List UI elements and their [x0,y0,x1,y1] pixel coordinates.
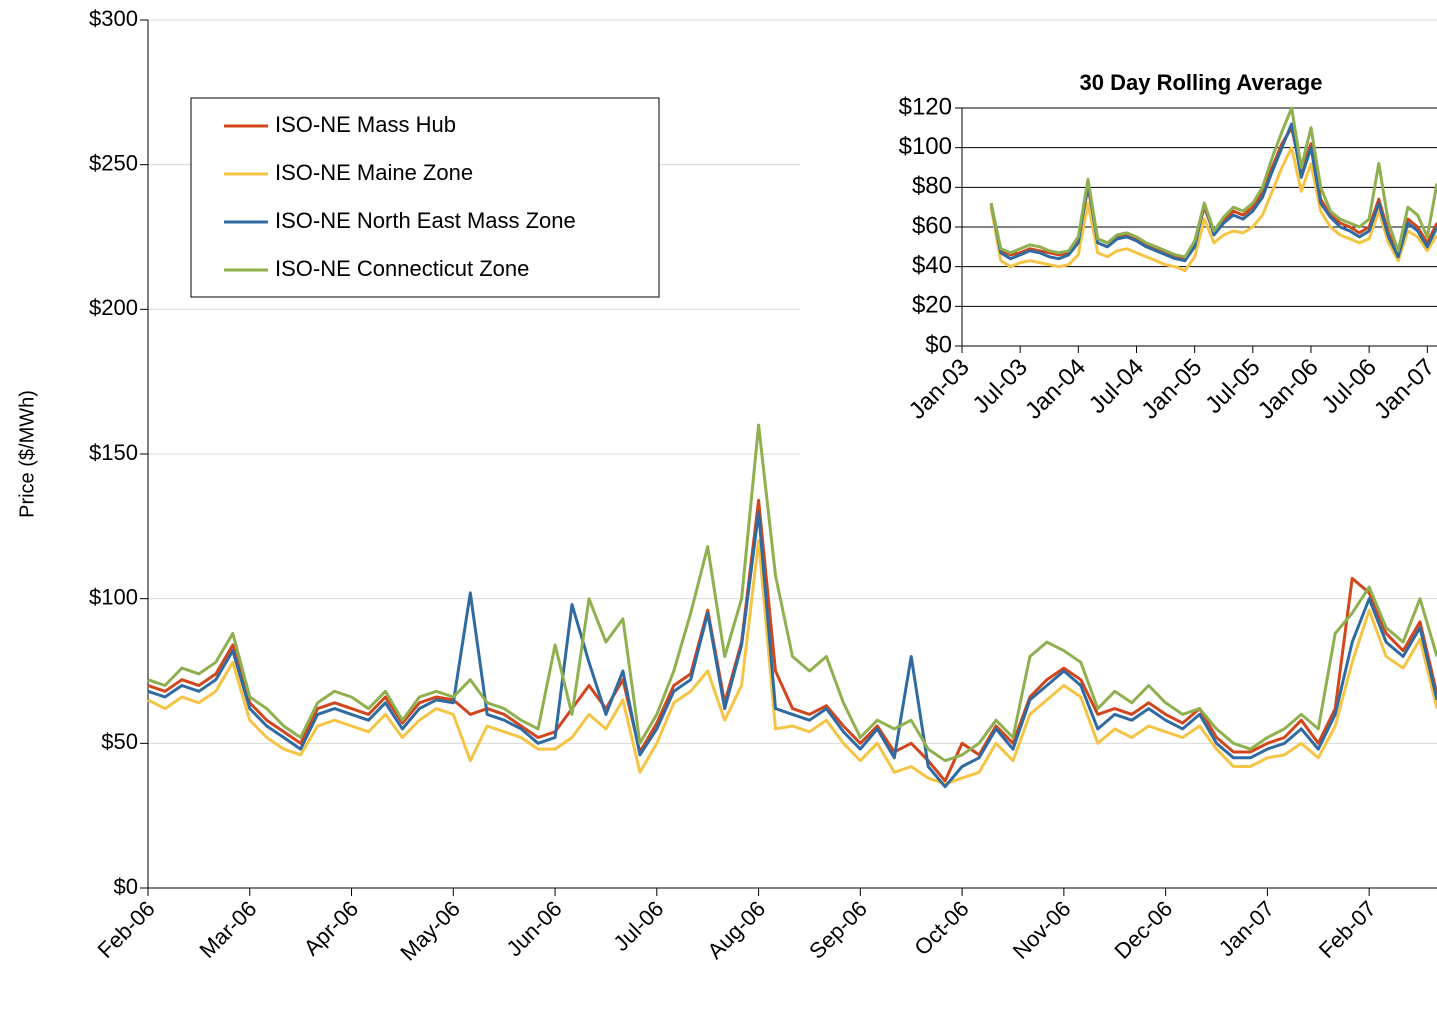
legend-label: ISO-NE Mass Hub [275,112,456,137]
x-tick-label: Sep-06 [804,896,872,964]
series-line [147,510,1437,789]
series-line [989,122,1437,263]
legend-label: ISO-NE Connecticut Zone [275,256,529,281]
series-line [147,498,1437,783]
inset-title: 30 Day Rolling Average [1080,70,1323,95]
x-tick-label: Jun-06 [501,896,566,961]
y-tick-label: $150 [89,440,138,465]
y-tick-label: $20 [912,292,952,319]
y-tick-label: $0 [114,874,138,899]
legend-label: ISO-NE Maine Zone [275,160,473,185]
y-tick-label: $120 [899,93,952,120]
y-tick-label: $100 [89,584,138,609]
x-tick-label: Mar-06 [194,896,261,963]
x-tick-label: Feb-07 [1314,896,1381,963]
x-tick-label: Jan-07 [1214,896,1279,961]
inset-chart: 30 Day Rolling Average $0 $20 $40 $60 $80 $100… [800,58,1437,470]
series-line [989,106,1437,259]
y-tick-label: $200 [89,295,138,320]
series-line [989,146,1437,273]
series-line [147,539,1437,786]
y-tick-label: $60 [912,212,952,239]
x-tick-label: Feb-06 [93,896,160,963]
x-tick-label: Aug-06 [702,896,770,964]
legend-label: ISO-NE North East Mass Zone [275,208,576,233]
y-tick-label: $0 [925,331,952,358]
y-tick-label: $300 [89,6,138,31]
y-tick-label: $40 [912,252,952,279]
y-tick-label: $100 [899,133,952,160]
y-tick-label: $80 [912,173,952,200]
y-axis-label: Price ($/MWh) [16,390,38,518]
x-tick-label: May-06 [395,896,465,966]
y-tick-label: $50 [101,729,138,754]
x-tick-label: Jul-06 [608,896,668,956]
legend-box [190,97,660,298]
x-tick-label: Oct-06 [909,896,973,960]
x-tick-label: Apr-06 [299,896,363,960]
inset-panel [800,58,1437,470]
x-tick-label: Dec-06 [1109,896,1177,964]
x-tick-label: Nov-06 [1008,896,1076,964]
y-tick-label: $250 [89,150,138,175]
series-line [147,423,1437,763]
